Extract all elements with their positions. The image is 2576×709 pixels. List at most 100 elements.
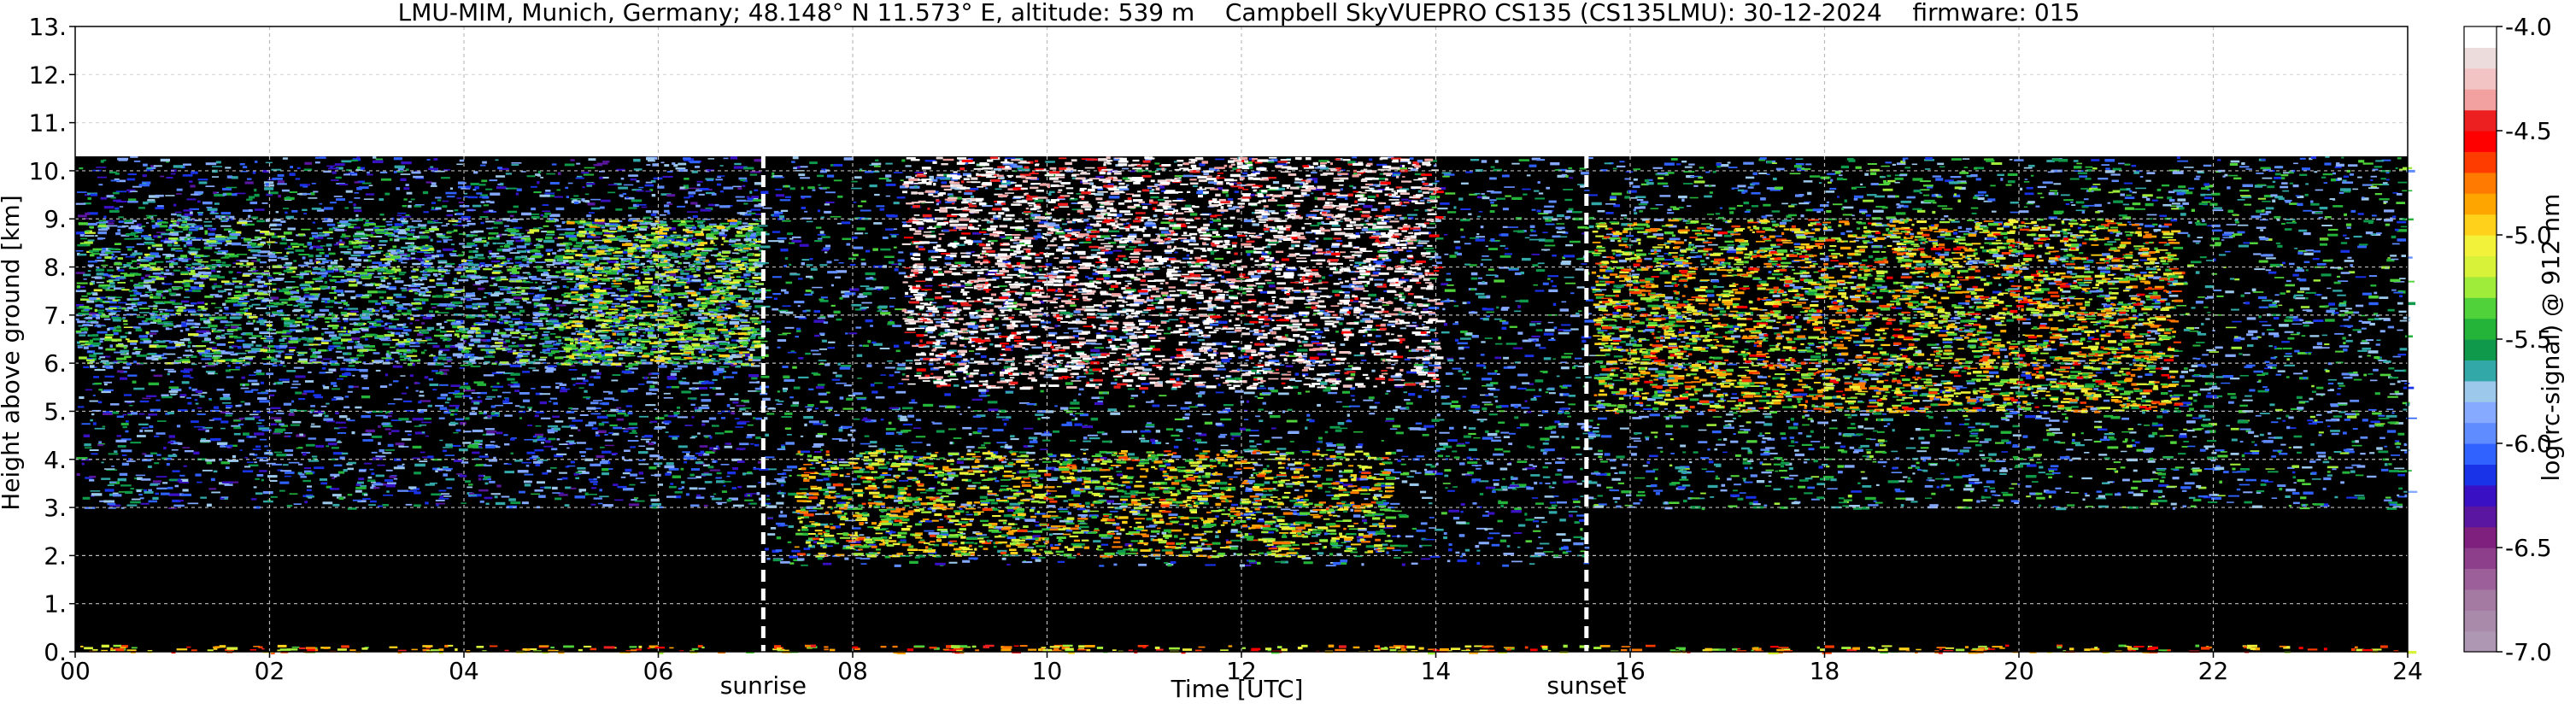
signal-speckle	[628, 207, 637, 209]
signal-speckle	[594, 239, 605, 242]
signal-speckle	[112, 319, 121, 322]
signal-speckle	[697, 316, 708, 319]
signal-speckle	[444, 265, 453, 268]
signal-speckle	[502, 372, 514, 374]
signal-speckle	[539, 401, 547, 405]
signal-speckle	[579, 451, 586, 454]
signal-speckle	[170, 340, 179, 343]
signal-speckle	[310, 425, 321, 428]
signal-speckle	[564, 504, 570, 507]
signal-speckle	[508, 384, 514, 386]
signal-speckle	[168, 328, 173, 331]
signal-speckle	[355, 483, 361, 486]
signal-speckle	[191, 267, 194, 269]
signal-speckle	[446, 319, 456, 322]
signal-speckle	[191, 394, 202, 396]
signal-speckle	[431, 458, 443, 461]
signal-speckle	[748, 212, 756, 214]
signal-speckle	[278, 180, 285, 184]
signal-speckle	[311, 231, 319, 235]
signal-speckle	[182, 228, 189, 231]
signal-speckle	[732, 467, 738, 471]
signal-speckle	[161, 457, 167, 460]
signal-speckle	[373, 319, 383, 323]
signal-speckle	[86, 222, 97, 226]
signal-speckle	[87, 350, 92, 353]
signal-speckle	[140, 502, 150, 505]
signal-speckle	[562, 284, 566, 288]
signal-speckle	[533, 359, 539, 361]
signal-speckle	[495, 329, 500, 332]
signal-speckle	[375, 369, 381, 372]
signal-speckle	[493, 332, 499, 336]
signal-speckle	[349, 357, 360, 360]
signal-speckle	[260, 250, 271, 253]
signal-speckle	[384, 228, 394, 231]
signal-speckle	[224, 360, 233, 361]
signal-speckle	[515, 329, 520, 332]
signal-speckle	[377, 505, 383, 507]
signal-speckle	[415, 390, 419, 392]
signal-speckle	[120, 344, 128, 348]
signal-speckle	[562, 388, 571, 390]
signal-speckle	[712, 354, 720, 356]
signal-speckle	[130, 279, 133, 282]
signal-speckle	[444, 338, 451, 342]
signal-speckle	[636, 204, 647, 206]
signal-speckle	[596, 372, 601, 375]
signal-speckle	[542, 333, 549, 337]
signal-speckle	[128, 267, 138, 270]
signal-speckle	[459, 367, 466, 369]
signal-speckle	[202, 308, 207, 312]
signal-speckle	[555, 219, 560, 222]
signal-speckle	[116, 267, 120, 271]
signal-speckle	[412, 457, 420, 460]
signal-speckle	[708, 334, 716, 337]
signal-speckle	[445, 401, 449, 404]
signal-speckle	[666, 237, 678, 239]
signal-speckle	[378, 264, 388, 267]
signal-speckle	[134, 235, 139, 237]
signal-speckle	[441, 225, 448, 227]
signal-speckle	[264, 283, 272, 285]
signal-speckle	[187, 344, 191, 348]
signal-speckle	[622, 472, 631, 475]
signal-speckle	[81, 458, 91, 461]
signal-speckle	[419, 395, 425, 397]
signal-speckle	[117, 276, 126, 279]
signal-speckle	[435, 405, 444, 407]
signal-speckle	[689, 437, 695, 439]
signal-speckle	[138, 207, 145, 209]
signal-speckle	[707, 381, 714, 384]
signal-speckle	[135, 351, 141, 353]
signal-speckle	[118, 302, 127, 304]
signal-speckle	[597, 502, 603, 505]
signal-speckle	[395, 331, 401, 335]
signal-speckle	[421, 247, 431, 249]
signal-speckle	[601, 199, 611, 202]
signal-speckle	[152, 310, 159, 313]
signal-speckle	[230, 255, 239, 258]
signal-speckle	[132, 252, 143, 255]
signal-speckle	[241, 223, 248, 226]
signal-speckle	[539, 437, 547, 439]
signal-speckle	[104, 336, 113, 339]
signal-speckle	[98, 312, 104, 314]
signal-speckle	[736, 327, 745, 330]
signal-speckle	[454, 390, 460, 393]
signal-speckle	[695, 496, 705, 499]
signal-speckle	[660, 298, 664, 301]
signal-speckle	[126, 178, 136, 181]
signal-speckle	[195, 227, 202, 231]
signal-speckle	[83, 218, 91, 220]
signal-speckle	[274, 419, 282, 421]
signal-speckle	[254, 188, 257, 192]
signal-speckle	[386, 350, 390, 354]
signal-speckle	[602, 504, 613, 507]
signal-speckle	[666, 171, 673, 173]
signal-speckle	[731, 238, 736, 241]
signal-speckle	[299, 473, 305, 476]
signal-speckle	[447, 360, 452, 362]
signal-speckle	[384, 258, 395, 261]
signal-speckle	[136, 316, 145, 319]
